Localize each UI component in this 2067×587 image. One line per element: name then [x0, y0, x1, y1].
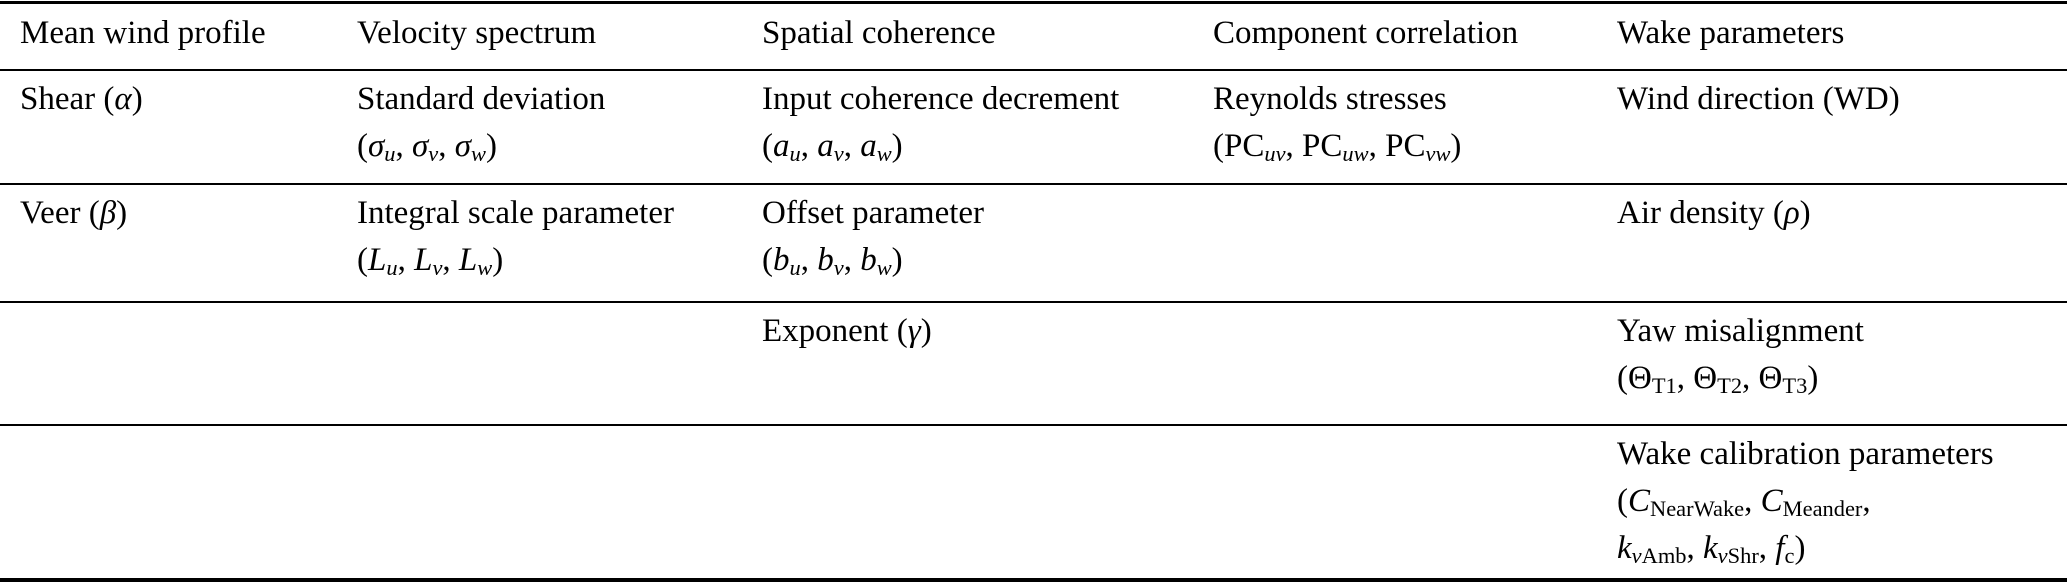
cell-line: (au, av, aw) — [762, 128, 903, 166]
cell-line: Yaw misalignment — [1617, 313, 1864, 349]
table-row: Exponent (γ) Yaw misalignment (ΘT1, ΘT2,… — [0, 303, 2067, 426]
cell-standard-deviation: Standard deviation (σu, σv, σw) — [337, 71, 742, 183]
cell-line: (ΘT1, ΘT2, ΘT3) — [1617, 360, 1819, 398]
cell-line: Veer (β) — [20, 195, 128, 231]
table-row: Wake calibration parameters (CNearWake, … — [0, 426, 2067, 578]
cell-empty — [1193, 303, 1597, 424]
cell-line: Air density (ρ) — [1617, 195, 1811, 231]
table-header-row: Mean wind profile Velocity spectrum Spat… — [0, 4, 2067, 71]
cell-line: Shear (α) — [20, 81, 143, 117]
cell-empty — [0, 426, 337, 578]
header-label: Velocity spectrum — [357, 15, 597, 51]
cell-line: (PCuv, PCuw, PCvw) — [1213, 128, 1462, 166]
cell-line: Input coherence decrement — [762, 81, 1120, 117]
cell-empty — [337, 303, 742, 424]
header-mean-wind-profile: Mean wind profile — [0, 4, 337, 69]
cell-air-density: Air density (ρ) — [1597, 185, 2067, 301]
cell-line: Wake calibration parameters — [1617, 436, 1994, 472]
cell-line: kνAmb, kνShr, fc) — [1617, 530, 1806, 568]
cell-wake-calibration-parameters: Wake calibration parameters (CNearWake, … — [1597, 426, 2067, 578]
cell-line: (σu, σv, σw) — [357, 128, 497, 166]
cell-line: Exponent (γ) — [762, 313, 932, 349]
cell-line: (CNearWake, CMeander, — [1617, 483, 1871, 521]
cell-reynolds-stresses: Reynolds stresses (PCuv, PCuw, PCvw) — [1193, 71, 1597, 183]
header-velocity-spectrum: Velocity spectrum — [337, 4, 742, 69]
cell-offset-parameter: Offset parameter (bu, bv, bw) — [742, 185, 1193, 301]
cell-empty — [1193, 185, 1597, 301]
header-component-correlation: Component correlation — [1193, 4, 1597, 69]
header-label: Wake parameters — [1617, 15, 1845, 51]
cell-yaw-misalignment: Yaw misalignment (ΘT1, ΘT2, ΘT3) — [1597, 303, 2067, 424]
cell-line: Wind direction (WD) — [1617, 81, 1900, 117]
cell-veer: Veer (β) — [0, 185, 337, 301]
header-label: Component correlation — [1213, 15, 1519, 51]
header-label: Spatial coherence — [762, 15, 996, 51]
table-row: Shear (α) Standard deviation (σu, σv, σw… — [0, 71, 2067, 185]
cell-line: (Lu, Lv, Lw) — [357, 242, 504, 280]
cell-empty — [337, 426, 742, 578]
header-wake-parameters: Wake parameters — [1597, 4, 2067, 69]
cell-line: Standard deviation — [357, 81, 606, 117]
cell-integral-scale-parameter: Integral scale parameter (Lu, Lv, Lw) — [337, 185, 742, 301]
table-row: Veer (β) Integral scale parameter (Lu, L… — [0, 185, 2067, 303]
cell-empty — [0, 303, 337, 424]
header-label: Mean wind profile — [20, 15, 266, 51]
cell-wind-direction: Wind direction (WD) — [1597, 71, 2067, 183]
cell-line: Reynolds stresses — [1213, 81, 1447, 117]
cell-shear: Shear (α) — [0, 71, 337, 183]
cell-line: Offset parameter — [762, 195, 985, 231]
cell-line: (bu, bv, bw) — [762, 242, 903, 280]
cell-empty — [1193, 426, 1597, 578]
header-spatial-coherence: Spatial coherence — [742, 4, 1193, 69]
cell-exponent: Exponent (γ) — [742, 303, 1193, 424]
cell-input-coherence-decrement: Input coherence decrement (au, av, aw) — [742, 71, 1193, 183]
cell-empty — [742, 426, 1193, 578]
cell-line: Integral scale parameter — [357, 195, 674, 231]
